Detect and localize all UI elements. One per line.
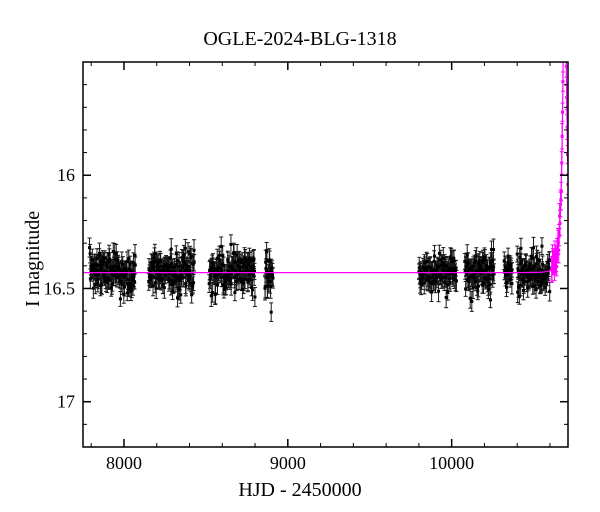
svg-text:16.5: 16.5 [44,278,76,298]
y-axis-label: I magnitude [22,210,45,306]
x-axis-label: HJD - 2450000 [0,479,600,502]
chart-container: OGLE-2024-BLG-1318 I magnitude HJD - 245… [0,0,600,512]
svg-text:9000: 9000 [270,453,306,473]
svg-text:16: 16 [57,165,75,185]
svg-text:10000: 10000 [429,453,474,473]
svg-text:17: 17 [57,392,75,412]
chart-svg: 8000 9000 10000 16 16.5 17 [0,0,600,512]
chart-title: OGLE-2024-BLG-1318 [0,28,600,51]
svg-text:8000: 8000 [106,453,142,473]
